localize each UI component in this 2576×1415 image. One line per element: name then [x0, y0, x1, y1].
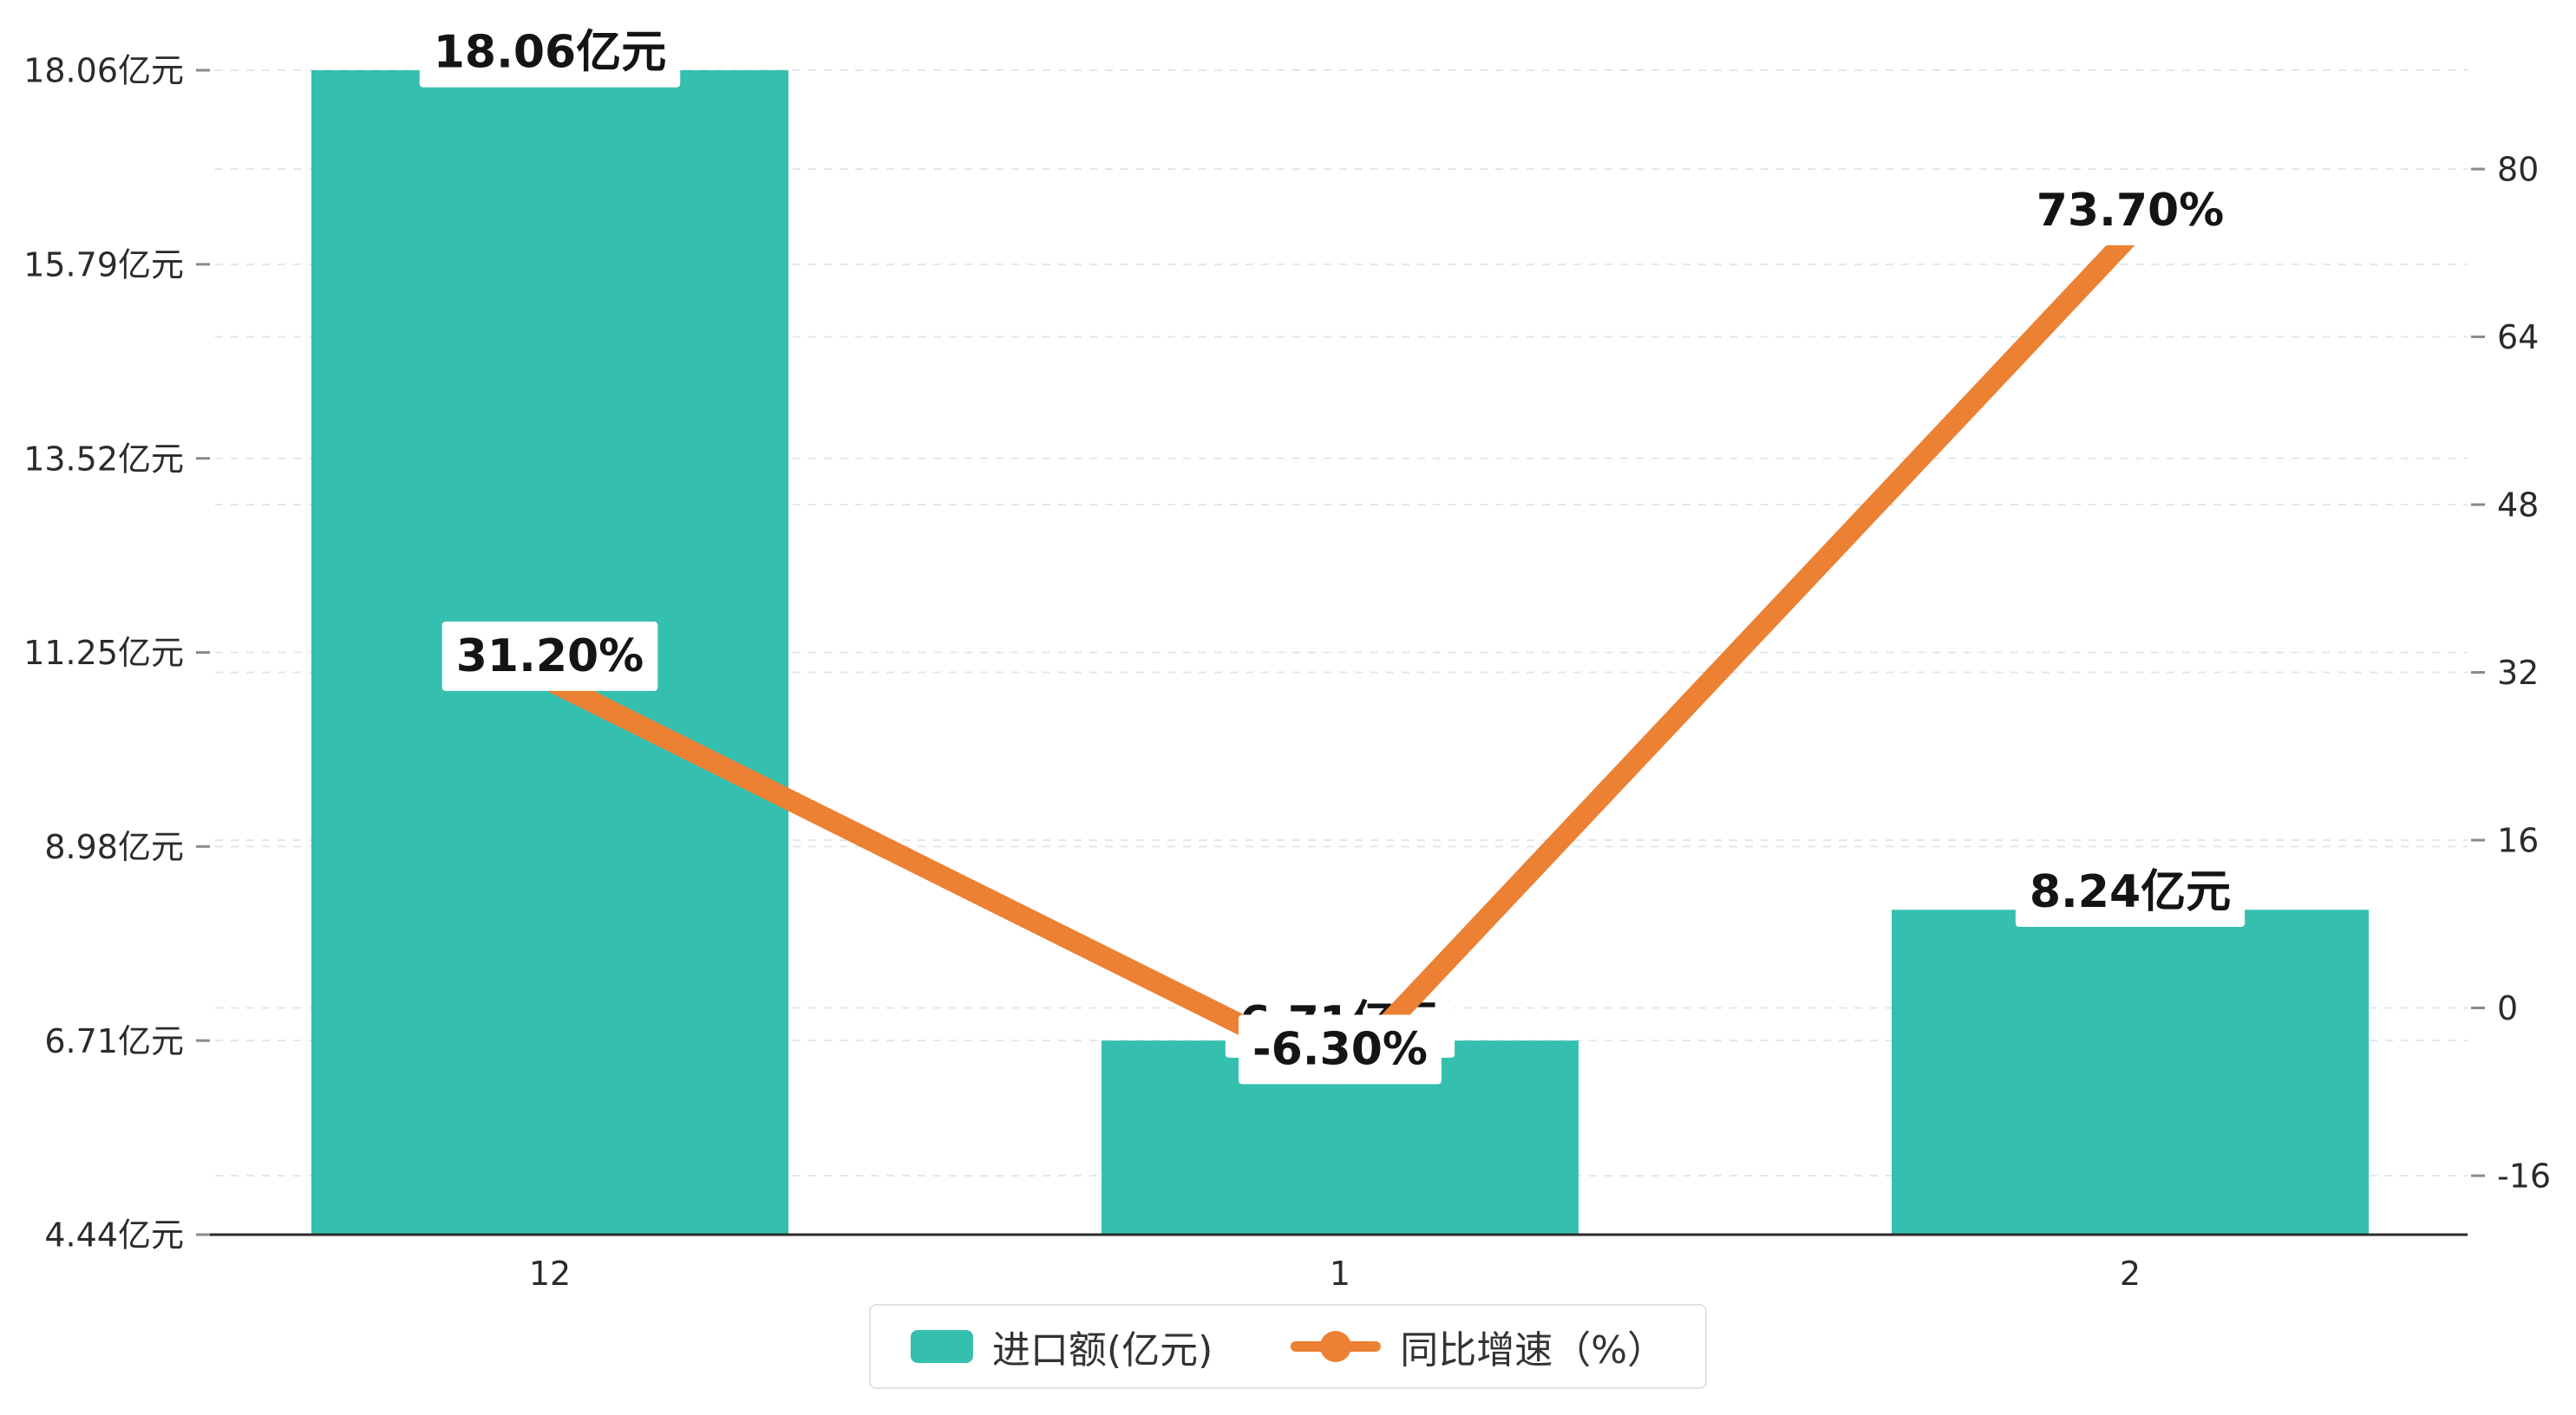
- left-axis-label: 18.06亿元: [23, 52, 184, 90]
- bar-value-label: 8.24亿元: [2015, 857, 2246, 928]
- bar-value-label: 18.06亿元: [419, 17, 681, 88]
- right-axis-label: 64: [2497, 318, 2539, 356]
- right-axis-label: 48: [2497, 486, 2539, 525]
- svg-text:18.06亿元: 18.06亿元: [434, 27, 666, 79]
- right-axis-label: -16: [2497, 1157, 2551, 1196]
- line-value-label: 73.70%: [2022, 175, 2239, 245]
- legend-label-import-value: 进口额(亿元): [991, 1328, 1213, 1373]
- left-axis-label: 4.44亿元: [44, 1216, 184, 1255]
- legend: 进口额(亿元) 同比增速（%）: [868, 1304, 1708, 1389]
- svg-text:8.24亿元: 8.24亿元: [2030, 866, 2231, 918]
- left-axis-label: 11.25亿元: [23, 634, 184, 672]
- right-axis-label: 16: [2497, 822, 2539, 860]
- svg-text:-6.30%: -6.30%: [1252, 1023, 1428, 1075]
- line-value-label: 31.20%: [441, 621, 658, 691]
- legend-line-dot-icon: [1291, 1329, 1382, 1364]
- legend-item-import-value[interactable]: 进口额(亿元): [910, 1319, 1213, 1374]
- right-axis-label: 0: [2497, 989, 2518, 1027]
- legend-label-growth-rate: 同比增速（%）: [1400, 1328, 1666, 1373]
- right-axis-label: 32: [2497, 654, 2539, 692]
- left-axis-label: 13.52亿元: [23, 440, 184, 478]
- right-axis-label: 80: [2497, 151, 2539, 189]
- x-category-label: 2: [2120, 1255, 2141, 1293]
- x-category-label: 1: [1330, 1255, 1350, 1293]
- x-category-label: 12: [529, 1255, 571, 1293]
- line-value-label: -6.30%: [1239, 1014, 1442, 1085]
- left-axis-label: 8.98亿元: [44, 828, 184, 866]
- left-axis-label: 15.79亿元: [23, 246, 184, 284]
- bar-month-2: [1892, 910, 2369, 1235]
- legend-dot-icon: [1320, 1331, 1352, 1362]
- legend-swatch-bar: [910, 1330, 973, 1363]
- legend-item-growth-rate[interactable]: 同比增速（%）: [1291, 1319, 1665, 1374]
- left-axis-label: 6.71亿元: [44, 1022, 184, 1060]
- svg-text:73.70%: 73.70%: [2037, 185, 2225, 237]
- svg-text:31.20%: 31.20%: [456, 630, 644, 682]
